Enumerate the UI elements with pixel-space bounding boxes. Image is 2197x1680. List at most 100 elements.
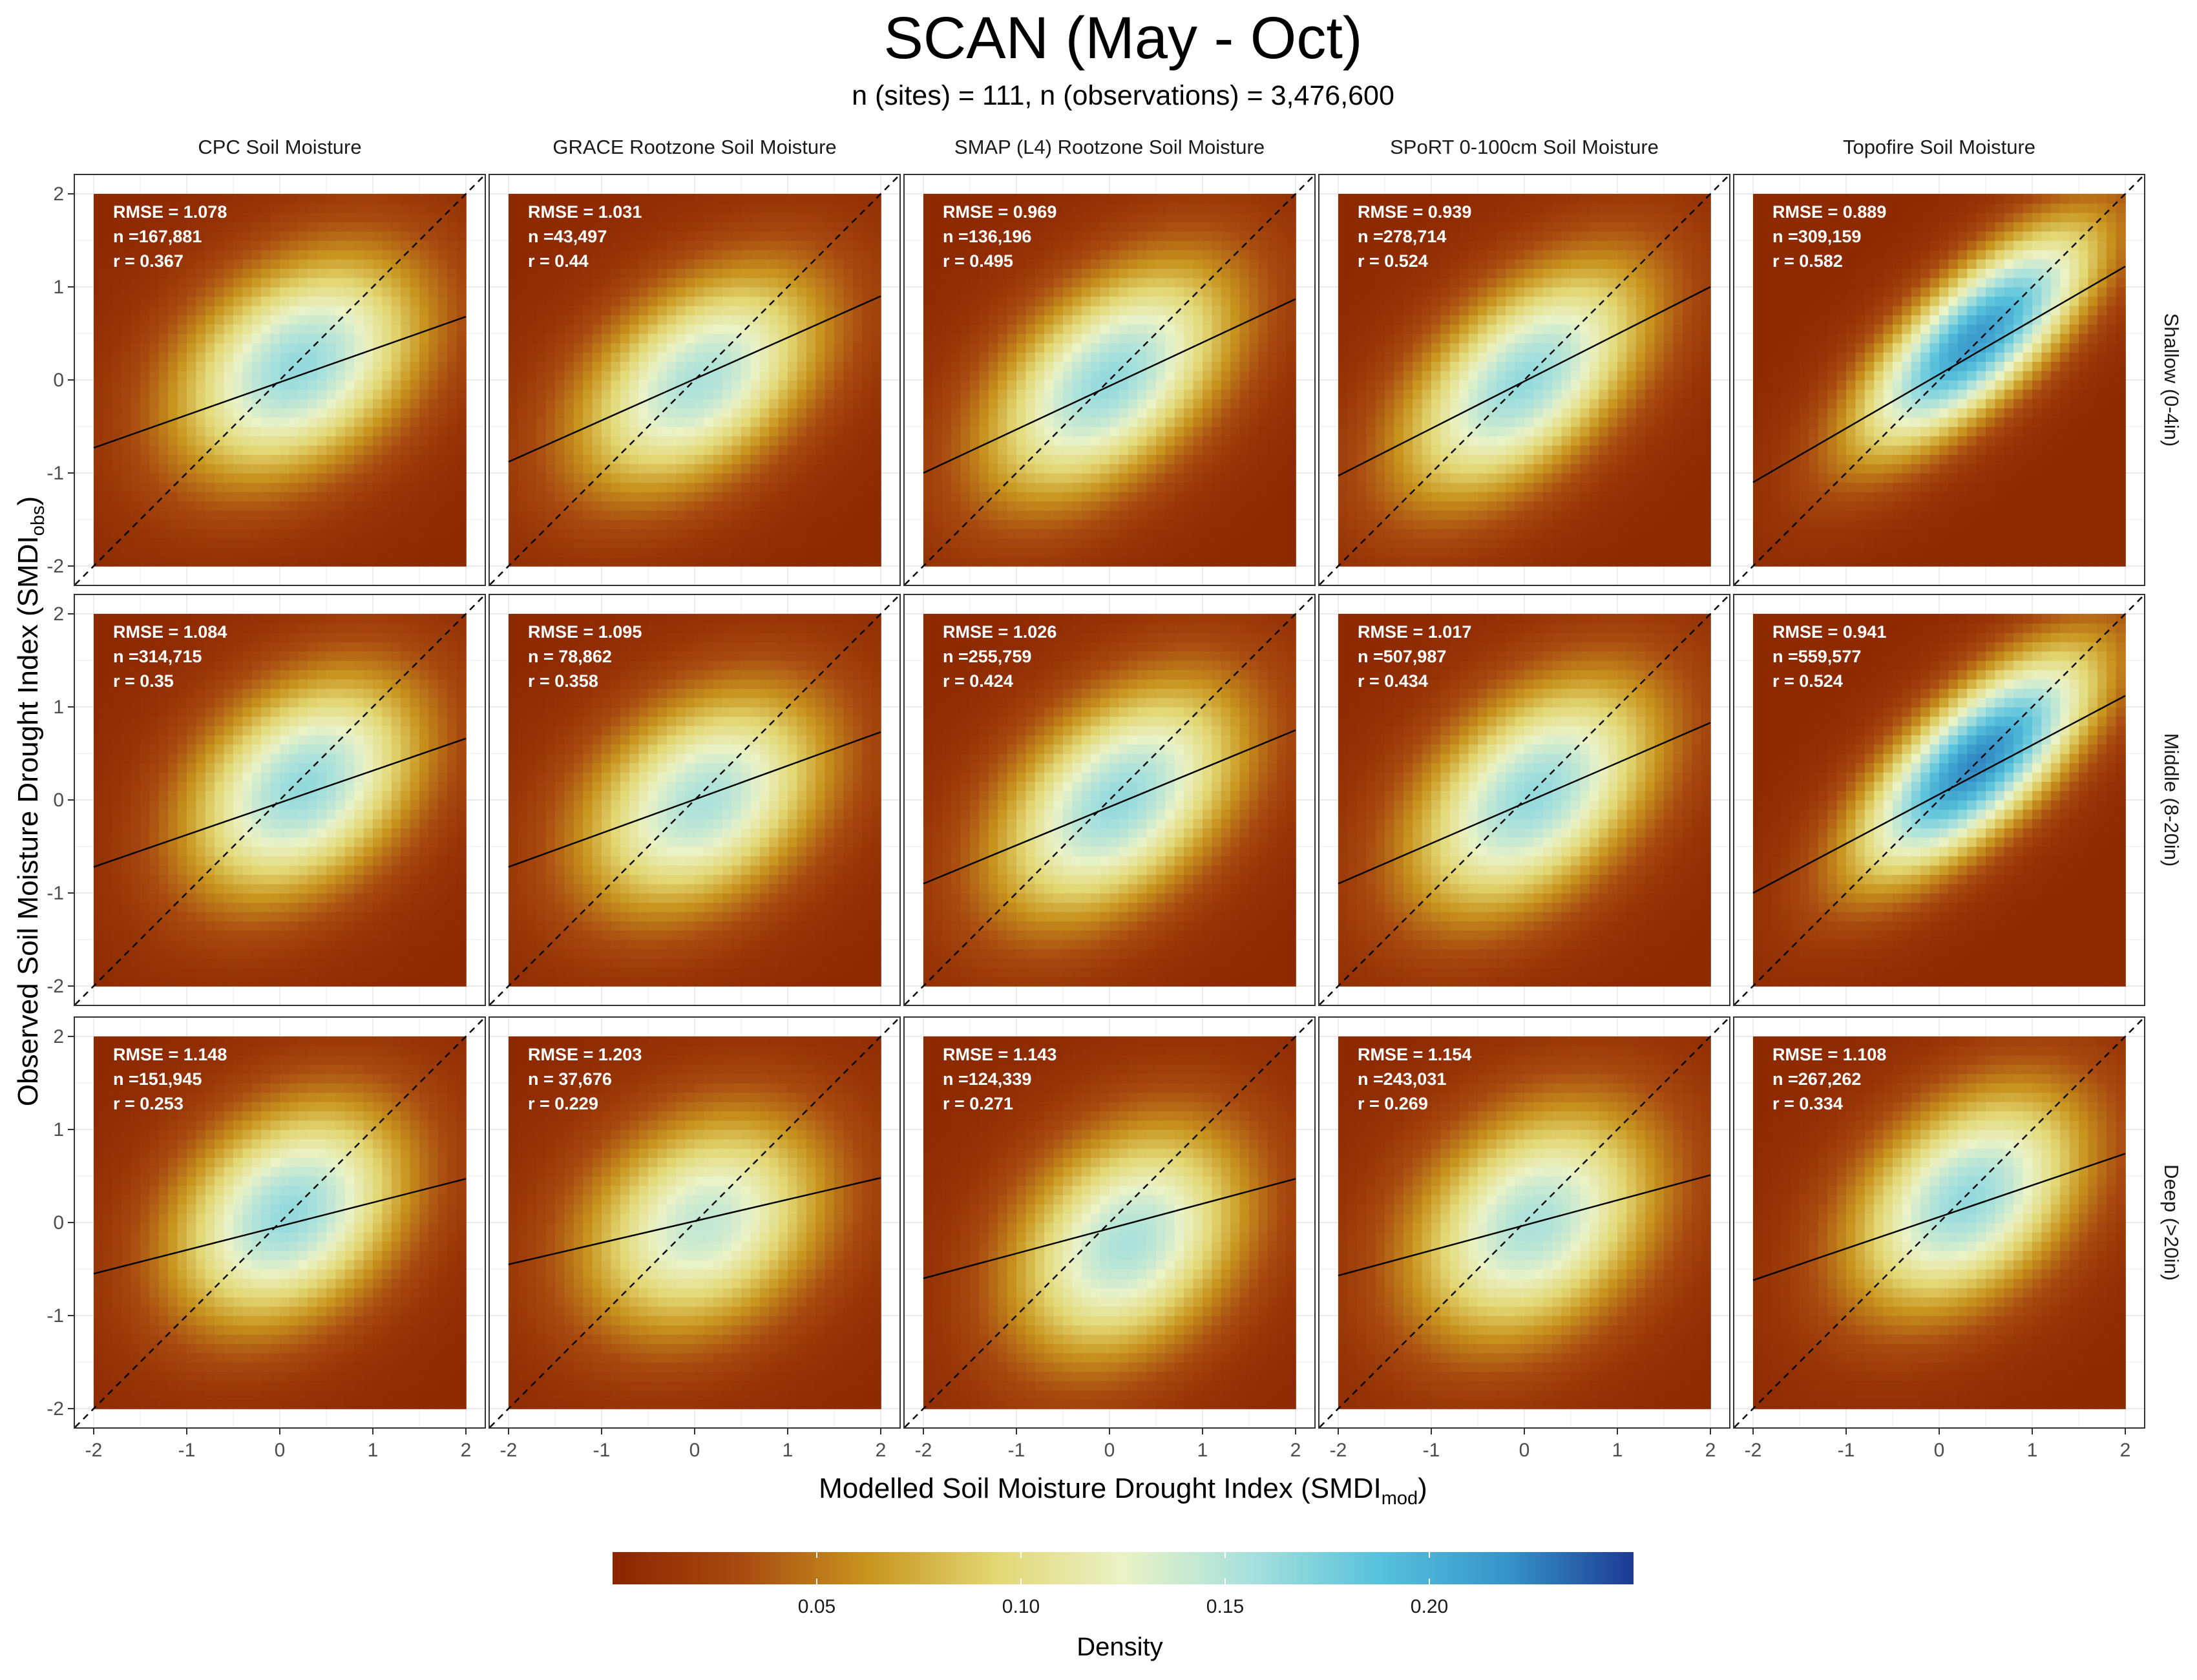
density-cell <box>629 259 639 269</box>
density-cell <box>602 492 611 501</box>
density-cell <box>998 473 1007 483</box>
density-cell <box>834 268 844 278</box>
density-cell <box>457 231 467 241</box>
density-cell <box>252 306 262 315</box>
density-cell <box>806 222 816 231</box>
density-cell <box>1268 445 1277 455</box>
density-cell <box>1175 408 1184 417</box>
density-cell <box>1175 213 1184 222</box>
density-cell <box>299 287 308 297</box>
density-cell <box>401 287 410 297</box>
density-cell <box>555 278 565 288</box>
density-cell <box>1212 501 1221 510</box>
density-cell <box>527 473 537 483</box>
density-cell <box>94 203 103 213</box>
density-cell <box>1109 445 1119 455</box>
density-cell <box>1258 417 1268 427</box>
density-cell <box>1175 361 1184 371</box>
density-cell <box>1119 296 1128 306</box>
density-cell <box>713 259 723 269</box>
density-cell <box>1277 436 1287 445</box>
density-cell <box>438 231 448 241</box>
density-cell <box>1035 510 1045 520</box>
density-cell <box>1035 342 1045 352</box>
density-cell <box>447 454 457 464</box>
density-cell <box>382 380 392 390</box>
density-cell <box>713 557 723 567</box>
density-cell <box>168 454 178 464</box>
density-cell <box>713 547 723 557</box>
density-cell <box>1016 315 1026 324</box>
density-cell <box>815 389 825 399</box>
density-cell <box>760 213 770 222</box>
density-cell <box>1072 454 1082 464</box>
density-cell <box>639 520 649 529</box>
density-cell <box>760 287 770 297</box>
density-cell <box>345 222 355 231</box>
density-cell <box>509 287 518 297</box>
density-cell <box>923 473 933 483</box>
density-cell <box>961 547 971 557</box>
density-cell <box>769 203 779 213</box>
density-cell <box>639 454 649 464</box>
density-cell <box>942 445 952 455</box>
density-cell <box>722 464 732 474</box>
density-cell <box>732 380 742 390</box>
density-cell <box>1175 454 1184 464</box>
density-cell <box>457 436 467 445</box>
density-cell <box>354 249 364 259</box>
density-cell <box>271 222 280 231</box>
density-cell <box>1137 231 1147 241</box>
density-cell <box>1212 529 1221 538</box>
density-cell <box>518 278 527 288</box>
density-cell <box>1175 464 1184 474</box>
density-cell <box>168 445 178 455</box>
density-cell <box>121 324 131 334</box>
density-cell <box>760 324 770 334</box>
density-cell <box>289 399 299 408</box>
density-cell <box>667 296 677 306</box>
density-cell <box>1137 399 1147 408</box>
density-cell <box>1091 445 1100 455</box>
density-cell <box>345 520 355 529</box>
density-cell <box>345 213 355 222</box>
density-cell <box>555 408 565 417</box>
density-cell <box>760 510 770 520</box>
density-cell <box>187 547 196 557</box>
density-cell <box>862 445 872 455</box>
density-cell <box>121 399 131 408</box>
density-cell <box>121 389 131 399</box>
density-cell <box>998 315 1007 324</box>
density-cell <box>289 380 299 390</box>
density-cell <box>564 445 574 455</box>
density-cell <box>923 324 933 334</box>
density-cell <box>676 278 686 288</box>
density-cell <box>1258 203 1268 213</box>
density-cell <box>410 464 420 474</box>
density-cell <box>951 538 961 548</box>
density-cell <box>834 492 844 501</box>
density-cell <box>760 399 770 408</box>
density-cell <box>1184 371 1193 381</box>
density-cell <box>280 501 289 510</box>
density-cell <box>382 213 392 222</box>
density-cell <box>1203 529 1212 538</box>
density-cell <box>354 557 364 567</box>
density-cell <box>457 306 467 315</box>
density-cell <box>1221 436 1231 445</box>
density-cell <box>732 547 742 557</box>
density-cell <box>215 529 224 538</box>
density-cell <box>1072 324 1082 334</box>
density-cell <box>741 492 751 501</box>
density-cell <box>732 259 742 269</box>
density-cell <box>648 249 658 259</box>
density-cell <box>252 408 262 417</box>
density-cell <box>1054 240 1064 250</box>
density-cell <box>815 482 825 492</box>
density-cell <box>94 473 103 483</box>
density-cell <box>1016 538 1026 548</box>
density-cell <box>1054 436 1064 445</box>
density-cell <box>289 473 299 483</box>
density-cell <box>1091 333 1100 343</box>
density-cell <box>741 240 751 250</box>
